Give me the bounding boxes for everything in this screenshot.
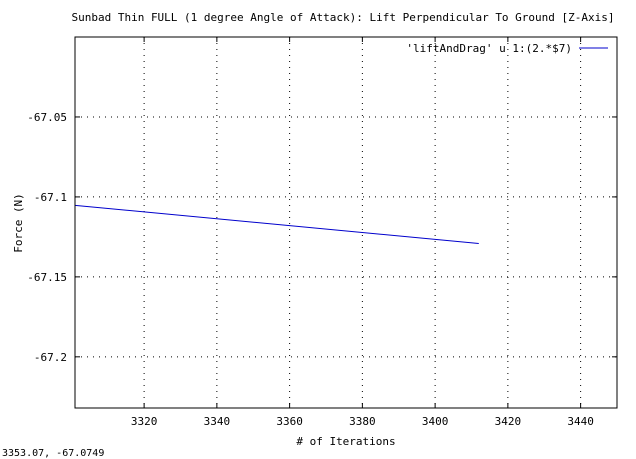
x-tick-label: 3420: [495, 415, 522, 428]
x-tick-label: 3440: [567, 415, 594, 428]
cursor-coordinates: 3353.07, -67.0749: [2, 448, 105, 459]
y-axis-label: Force (N): [12, 193, 25, 253]
grid-lines: [75, 37, 617, 408]
x-tick-label: 3400: [422, 415, 449, 428]
series-lines: [74, 204, 479, 244]
tick-marks: [75, 37, 617, 408]
x-axis-label: # of Iterations: [296, 435, 395, 448]
series-line: [74, 204, 479, 244]
x-tick-label: 3380: [349, 415, 376, 428]
x-tick-label: 3340: [204, 415, 231, 428]
x-tick-label: 3360: [276, 415, 303, 428]
y-tick-label: -67.15: [27, 271, 67, 284]
x-tick-label: 3320: [131, 415, 158, 428]
y-tick-labels: -67.05 -67.1 -67.15 -67.2: [27, 111, 67, 364]
legend-label: 'liftAndDrag' u 1:(2.*$7): [406, 42, 572, 55]
legend: 'liftAndDrag' u 1:(2.*$7): [406, 42, 608, 55]
x-tick-labels: 3320 3340 3360 3380 3400 3420 3440: [131, 415, 594, 428]
y-tick-label: -67.2: [34, 351, 67, 364]
y-tick-label: -67.1: [34, 191, 67, 204]
y-tick-label: -67.05: [27, 111, 67, 124]
chart-title: Sunbad Thin FULL (1 degree Angle of Atta…: [71, 11, 614, 24]
plot-frame: [74, 36, 618, 409]
